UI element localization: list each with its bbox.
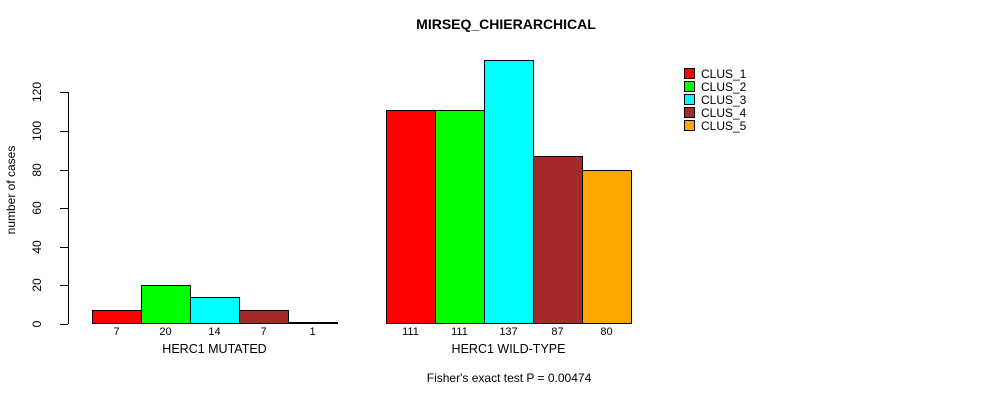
- legend-label: CLUS_2: [701, 79, 747, 94]
- bar-value-label: 7: [260, 326, 267, 338]
- y-tick: [60, 92, 68, 93]
- y-tick-label: 0: [30, 320, 44, 328]
- legend-item: CLUS_3: [684, 92, 747, 107]
- legend-item: CLUS_5: [684, 118, 747, 133]
- bar-value-label: 80: [600, 326, 613, 338]
- bar-clus_2: [435, 110, 485, 324]
- group-label: HERC1 WILD-TYPE: [451, 342, 566, 356]
- y-tick-label: 80: [30, 163, 44, 177]
- legend-item: CLUS_4: [684, 105, 747, 120]
- bar-value-label: 1: [309, 326, 316, 338]
- bar-clus_1: [386, 110, 436, 324]
- y-axis-label: number of cases: [4, 145, 18, 235]
- legend-label: CLUS_3: [701, 92, 747, 107]
- legend: CLUS_1 CLUS_2 CLUS_3 CLUS_4 CLUS_5: [684, 66, 747, 133]
- legend-label: CLUS_4: [701, 105, 747, 120]
- y-tick: [60, 208, 68, 209]
- legend-swatch: [684, 107, 695, 118]
- legend-swatch: [684, 120, 695, 131]
- legend-item: CLUS_2: [684, 79, 747, 94]
- bar-clus_4: [533, 156, 583, 324]
- bar-clus_3: [190, 297, 240, 324]
- y-tick: [60, 324, 68, 325]
- bar-clus_1: [92, 310, 142, 324]
- legend-swatch: [684, 94, 695, 105]
- bar-clus_4: [239, 310, 289, 324]
- bar-clus_3: [484, 60, 534, 324]
- bar-value-label: 7: [113, 326, 120, 338]
- bar-clus_5: [288, 322, 338, 324]
- bar-value-label: 111: [451, 326, 468, 338]
- y-tick: [60, 131, 68, 132]
- bar-value-label: 87: [551, 326, 564, 338]
- y-tick-label: 120: [30, 81, 44, 103]
- bar-value-label: 137: [499, 326, 518, 338]
- y-tick: [60, 247, 68, 248]
- y-tick-label: 60: [30, 201, 44, 215]
- y-axis-line: [68, 92, 69, 324]
- bar-clus_2: [141, 285, 191, 324]
- y-tick-label: 20: [30, 278, 44, 292]
- legend-item: CLUS_1: [684, 66, 747, 81]
- y-tick: [60, 170, 68, 171]
- legend-label: CLUS_1: [701, 66, 747, 81]
- y-tick-label: 100: [30, 120, 44, 142]
- y-tick-label: 40: [30, 240, 44, 254]
- annotation-text: Fisher's exact test P = 0.00474: [426, 371, 592, 385]
- bar-value-label: 111: [402, 326, 419, 338]
- bar-value-label: 20: [159, 326, 172, 338]
- y-tick: [60, 285, 68, 286]
- chart-title: MIRSEQ_CHIERARCHICAL: [416, 16, 596, 32]
- legend-swatch: [684, 81, 695, 92]
- legend-label: CLUS_5: [701, 118, 747, 133]
- bar-clus_5: [582, 170, 632, 324]
- bar-value-label: 14: [208, 326, 221, 338]
- legend-swatch: [684, 68, 695, 79]
- group-label: HERC1 MUTATED: [162, 342, 267, 356]
